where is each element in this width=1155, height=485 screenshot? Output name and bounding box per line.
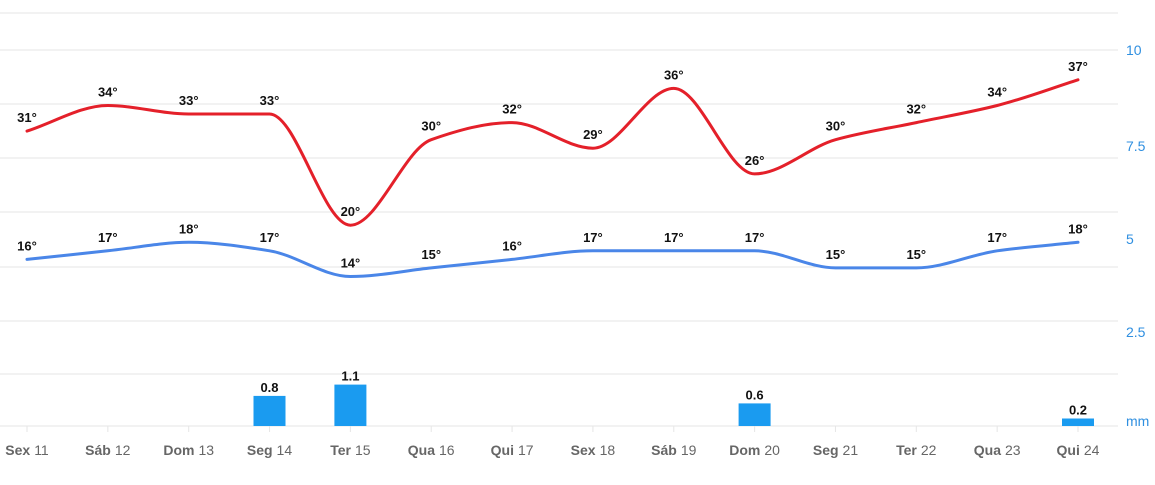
precip-bar bbox=[334, 384, 367, 426]
x-tick-label: Dom 20 bbox=[729, 442, 780, 458]
precipitation-bars: 0.8 1.1 0.6 0.2 bbox=[253, 369, 1094, 426]
max-temp-label: 20° bbox=[341, 204, 361, 219]
min-temp-label: 16° bbox=[17, 238, 37, 253]
x-tick-label: Sáb 19 bbox=[651, 442, 696, 458]
temperature-labels: 31° 34° 33° 33° 20° 30° 32° 29° 36° 26° 30° 32° 34° 3… bbox=[17, 59, 1088, 271]
max-temp-label: 26° bbox=[745, 153, 765, 168]
min-temp-label: 14° bbox=[341, 256, 361, 271]
y-axis-unit: mm bbox=[1126, 413, 1149, 429]
min-temp-label: 17° bbox=[664, 230, 684, 245]
max-temp-line bbox=[25, 78, 1080, 227]
axes: Sex 11 Sáb 12 Dom 13 Seg 14 Ter 15 Qua 16 Qui 17 Sex 18… bbox=[5, 42, 1149, 458]
x-tick-label: Qua 23 bbox=[974, 442, 1021, 458]
max-temp-label: 32° bbox=[906, 102, 926, 117]
x-tick-label: Qui 24 bbox=[1057, 442, 1100, 458]
max-temp-label: 29° bbox=[583, 127, 603, 142]
precip-bar bbox=[1062, 418, 1094, 426]
max-temp-label: 31° bbox=[17, 110, 37, 125]
max-temp-label: 34° bbox=[98, 85, 118, 100]
temperature-lines bbox=[25, 78, 1080, 279]
x-tick-label: Dom 13 bbox=[163, 442, 214, 458]
precip-label: 0.6 bbox=[746, 387, 764, 402]
x-tick-label: Sex 18 bbox=[571, 442, 616, 458]
min-temp-label: 17° bbox=[987, 230, 1007, 245]
min-temp-label: 15° bbox=[906, 247, 926, 262]
min-temp-label: 17° bbox=[745, 230, 765, 245]
precip-bar bbox=[738, 403, 771, 426]
min-temp-label: 15° bbox=[826, 247, 846, 262]
max-temp-label: 30° bbox=[826, 119, 846, 134]
min-temp-line bbox=[25, 240, 1080, 279]
precip-label: 0.2 bbox=[1069, 403, 1087, 418]
max-temp-label: 33° bbox=[179, 93, 199, 108]
y-tick-label: 2.5 bbox=[1126, 324, 1146, 340]
x-tick-label: Qui 17 bbox=[491, 442, 534, 458]
x-tick-label: Ter 15 bbox=[330, 442, 371, 458]
x-tick-label: Seg 14 bbox=[247, 442, 292, 458]
min-temp-label: 18° bbox=[1068, 221, 1088, 236]
min-temp-label: 16° bbox=[502, 238, 522, 253]
min-temp-label: 17° bbox=[260, 230, 280, 245]
min-temp-label: 18° bbox=[179, 221, 199, 236]
precip-label: 0.8 bbox=[260, 380, 278, 395]
min-temp-label: 17° bbox=[98, 230, 118, 245]
max-temp-label: 33° bbox=[260, 93, 280, 108]
x-tick-label: Sex 11 bbox=[5, 442, 49, 458]
max-temp-label: 34° bbox=[987, 85, 1007, 100]
max-temp-label: 32° bbox=[502, 102, 522, 117]
x-tick-label: Sáb 12 bbox=[85, 442, 130, 458]
x-tick-label: Qua 16 bbox=[408, 442, 455, 458]
precip-label: 1.1 bbox=[341, 369, 359, 384]
max-temp-label: 37° bbox=[1068, 59, 1088, 74]
y-tick-label: 5 bbox=[1126, 231, 1134, 247]
min-temp-label: 17° bbox=[583, 230, 603, 245]
max-temp-label: 30° bbox=[421, 119, 441, 134]
y-tick-label: 10 bbox=[1126, 42, 1142, 58]
x-tick-label: Ter 22 bbox=[896, 442, 937, 458]
max-temp-label: 36° bbox=[664, 67, 684, 82]
min-temp-label: 15° bbox=[421, 247, 441, 262]
y-tick-label: 7.5 bbox=[1126, 138, 1146, 154]
precip-bar bbox=[253, 395, 286, 426]
grid-lines bbox=[0, 12, 1118, 432]
x-tick-label: Seg 21 bbox=[813, 442, 858, 458]
